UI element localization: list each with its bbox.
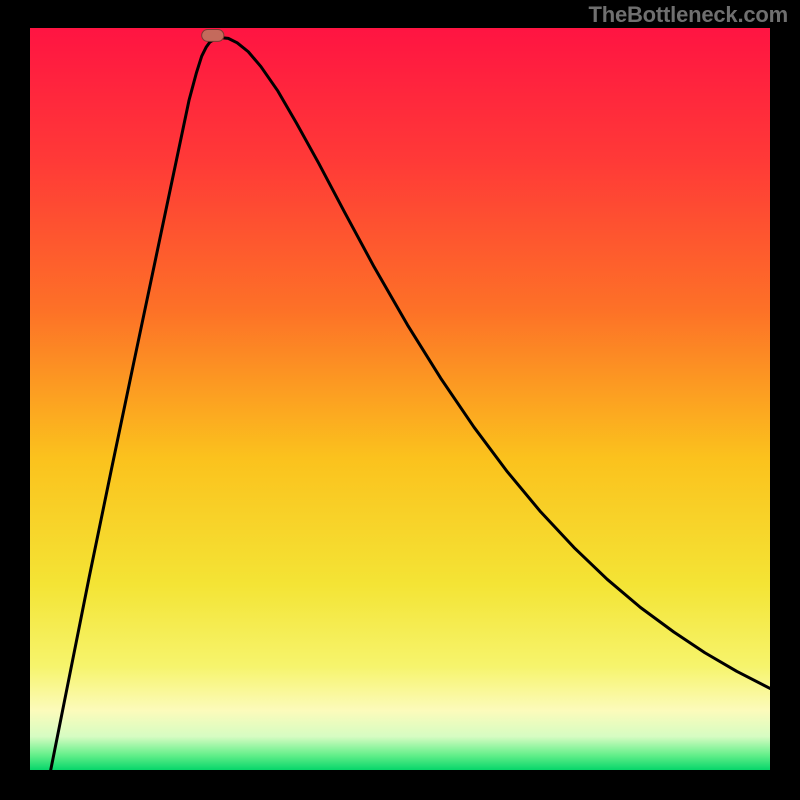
chart-frame: TheBottleneck.com: [0, 0, 800, 800]
plot-area: [30, 28, 770, 770]
watermark-text: TheBottleneck.com: [588, 2, 788, 28]
chart-svg: [30, 28, 770, 770]
optimal-point-marker: [202, 29, 224, 41]
bg-rect: [30, 28, 770, 770]
